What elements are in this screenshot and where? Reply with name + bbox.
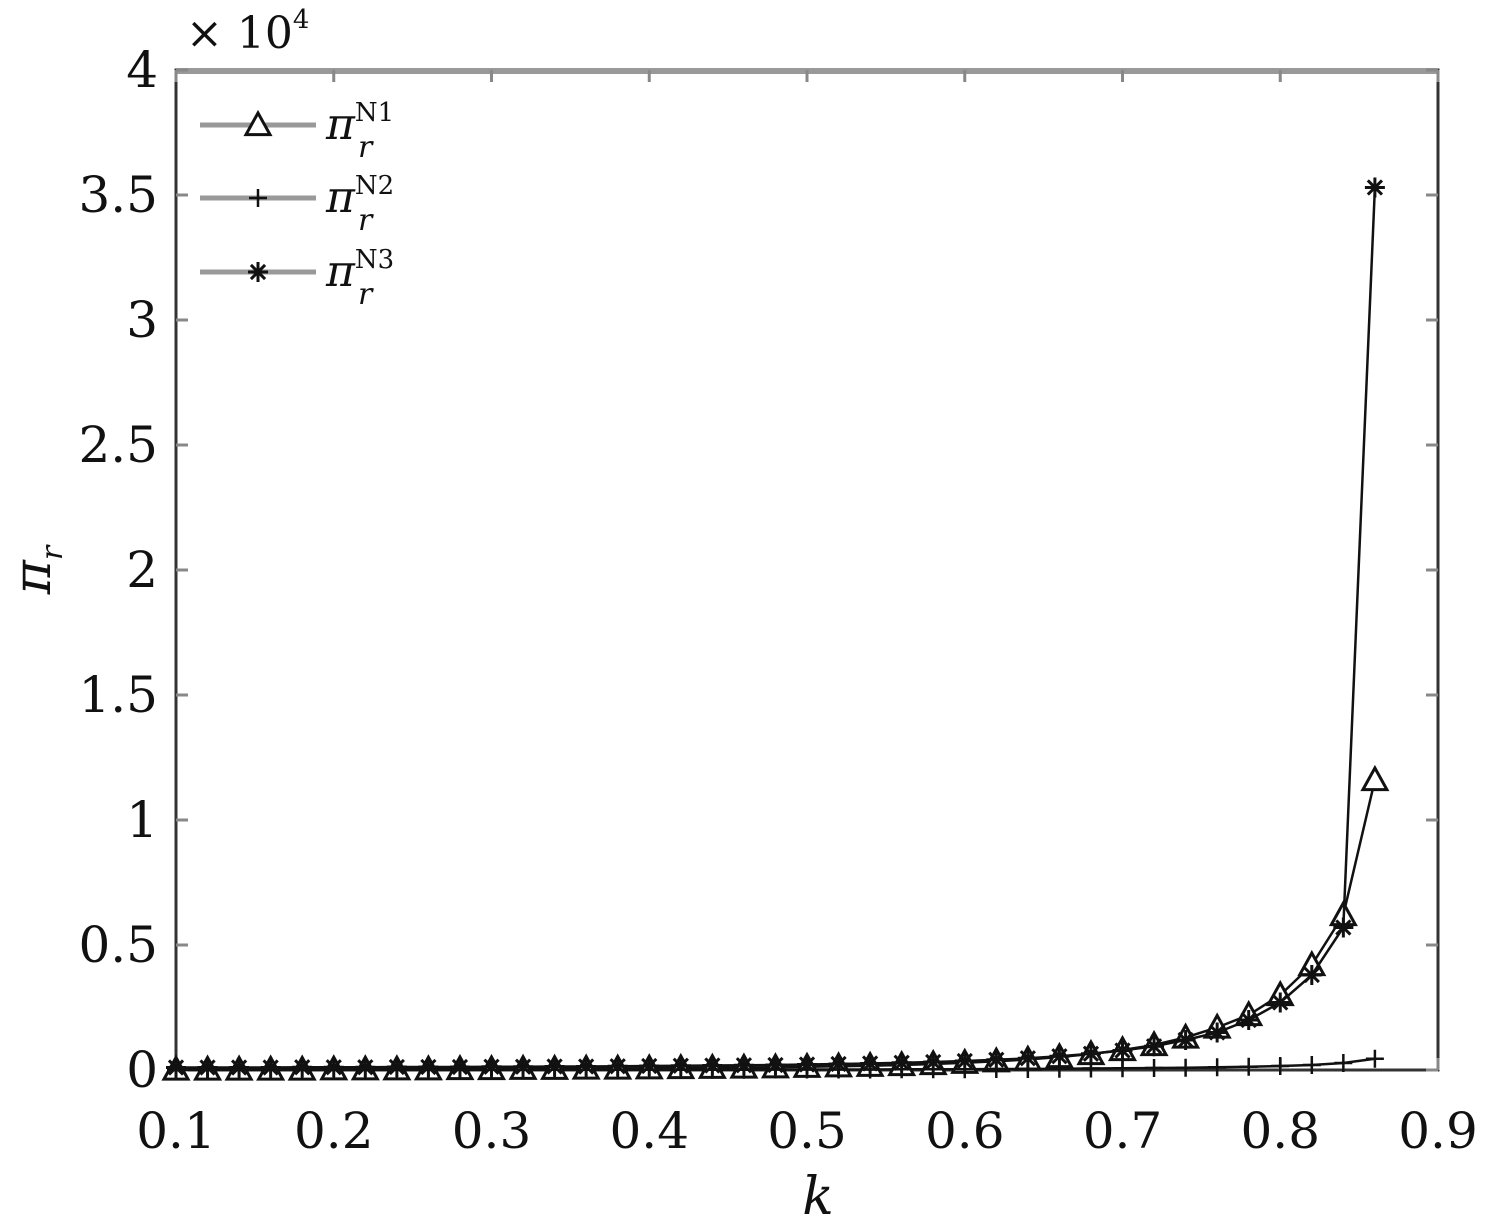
point-n3-26 [986,1049,1007,1070]
x-tick-label-6: 0.7 [1083,1102,1163,1160]
x-tick-label-7: 0.8 [1240,1102,1320,1160]
y-axis-label-main: π [3,559,63,595]
point-n3-13 [576,1056,597,1077]
y-tick-label-4: 2 [126,541,158,599]
y-tick-label-2: 1 [126,791,158,849]
point-n1-38 [1360,764,1390,792]
legend-marker-n2 [249,189,267,207]
y-axis-label-sub: r [35,544,70,560]
y-multiplier-prefix: × 10 [186,8,293,59]
point-n3-28 [1049,1046,1070,1067]
series-layer [161,177,1390,1081]
legend-marker-n3 [248,262,268,282]
point-n3-14 [607,1056,628,1077]
point-n2-37 [1334,1054,1353,1072]
point-n3-29 [1080,1043,1101,1064]
legend-label-sub: r [358,203,374,238]
point-n3-24 [923,1052,944,1072]
point-n3-33 [1207,1022,1228,1043]
point-n3-23 [891,1052,912,1073]
x-tick-label-1: 0.2 [294,1102,374,1160]
x-tick-label-0: 0.1 [136,1102,216,1160]
point-n3-16 [670,1055,691,1076]
point-n2-38 [1365,1049,1384,1068]
x-axis-label: k [802,1167,834,1222]
point-n3-21 [828,1054,849,1074]
point-n3-37 [1333,917,1354,938]
point-n3-3 [260,1057,281,1078]
y-tick-label-8: 4 [126,41,158,99]
x-tick-labels: 0.1 0.2 0.3 0.4 0.5 0.6 0.7 0.8 0.9 [136,1102,1478,1160]
point-n3-1 [197,1057,218,1078]
point-n2-33 [1208,1058,1227,1077]
legend-label: πN3 [325,245,394,297]
point-n2-31 [1145,1059,1164,1077]
legend-label: πN2 [325,171,394,223]
point-n3-5 [323,1057,344,1078]
point-n3-17 [702,1055,723,1076]
point-n3-25 [954,1051,975,1071]
point-n3-15 [639,1056,660,1076]
point-n3-19 [765,1055,786,1075]
point-n3-9 [449,1057,470,1077]
point-n2-30 [1113,1059,1132,1078]
point-n3-22 [860,1053,881,1074]
y-tick-labels: 0 0.5 1 1.5 2 2.5 3 3.5 4 [78,41,158,1099]
x-tick-label-8: 0.9 [1398,1102,1478,1160]
plot-frame [174,68,1440,1072]
series-n3 [166,177,1385,1078]
point-n3-2 [229,1057,250,1078]
y-tick-label-5: 2.5 [78,416,158,474]
point-n3-20 [797,1054,817,1075]
point-n3-11 [513,1056,534,1077]
x-tick-label-2: 0.3 [452,1102,532,1160]
point-n2-34 [1239,1057,1258,1076]
point-n3-12 [544,1056,565,1077]
point-n3-35 [1270,992,1291,1013]
x-tick-label-4: 0.5 [767,1102,847,1160]
point-n2-32 [1176,1058,1195,1077]
point-n3-30 [1112,1040,1133,1061]
svg-text:πr: πr [3,544,70,595]
point-n2-35 [1271,1057,1290,1075]
legend-label-sub: r [358,277,374,312]
point-n3-10 [481,1056,502,1077]
point-n2-36 [1302,1056,1321,1074]
point-n3-38 [1364,177,1385,198]
y-axis-label: πr [3,544,70,595]
point-n3-27 [1017,1048,1038,1069]
point-n3-31 [1144,1036,1165,1057]
point-n3-6 [355,1057,376,1078]
y-tick-label-3: 1.5 [78,666,158,724]
x-tick-label-5: 0.6 [925,1102,1005,1160]
x-tick-label-3: 0.4 [609,1102,689,1160]
point-n3-0 [166,1057,186,1078]
point-n3-7 [386,1057,407,1077]
y-multiplier: × 104 [186,5,309,59]
y-multiplier-exp: 4 [293,5,310,35]
point-n3-34 [1238,1010,1259,1030]
y-tick-label-0: 0 [126,1041,158,1099]
legend-label: πN1 [325,98,394,150]
point-n3-4 [292,1057,313,1078]
y-tick-label-1: 0.5 [78,916,158,974]
point-n3-36 [1301,965,1322,985]
legend-label-sub: r [358,130,374,165]
point-n3-8 [418,1057,439,1077]
point-n3-18 [733,1055,754,1076]
y-tick-label-6: 3 [126,291,158,349]
y-tick-label-7: 3.5 [78,166,158,224]
point-n3-32 [1175,1030,1196,1050]
legend-marker-n1 [243,109,273,137]
